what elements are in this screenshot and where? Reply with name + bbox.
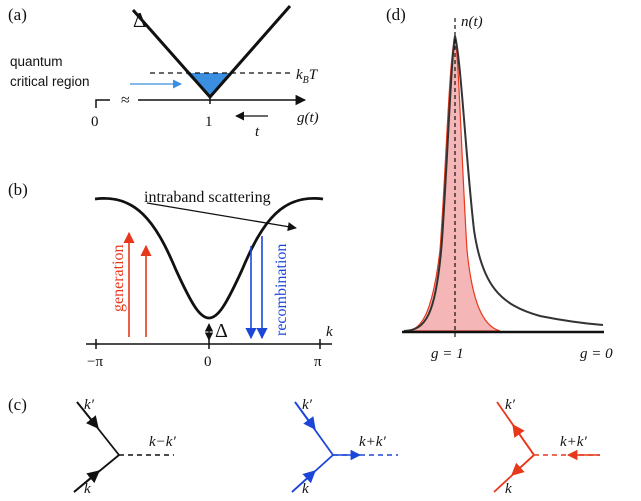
vertex-2-bottom-arrow bbox=[291, 470, 316, 493]
n-t-label: n(t) bbox=[461, 14, 483, 30]
tick-label-zero: 0 bbox=[204, 354, 212, 370]
region-label-line1: quantum bbox=[10, 54, 63, 69]
g-one-label: g = 1 bbox=[431, 346, 464, 362]
vertex-3-top-label: k′ bbox=[505, 397, 516, 413]
tick-label-minus-pi: −π bbox=[87, 354, 103, 370]
quantum-critical-shading bbox=[186, 73, 233, 97]
time-label: t bbox=[255, 124, 260, 140]
panel-d-label: (d) bbox=[386, 5, 406, 24]
gap-delta-label: Δ bbox=[133, 8, 147, 32]
axis-zero-label: 0 bbox=[91, 114, 99, 130]
vertex-2-out-label: k+k′ bbox=[359, 434, 386, 450]
gap-delta-label-b: Δ bbox=[215, 320, 228, 342]
scattering-label: intraband scattering bbox=[144, 189, 271, 206]
recombination-label: recombination bbox=[273, 244, 290, 336]
panel-c: (c) k′ k k−k′ k′ k k+k′ bbox=[8, 395, 600, 497]
panel-b: (b) intraband scattering generation reco… bbox=[8, 180, 333, 370]
vertex-1-top-arrow bbox=[76, 401, 99, 429]
band-curve bbox=[94, 196, 324, 320]
panel-a: (a) ≈ Δ quantum critical region kBT 0 1 … bbox=[8, 5, 319, 140]
g-axis-label: g(t) bbox=[297, 110, 319, 126]
density-curve bbox=[403, 35, 604, 332]
vertex-1-out-label: k−k′ bbox=[149, 434, 176, 450]
tick-label-pi: π bbox=[314, 354, 322, 370]
vertex-recombination: k′ k k+k′ bbox=[291, 397, 398, 497]
region-label-line2: critical region bbox=[10, 74, 90, 89]
panel-a-label: (a) bbox=[8, 5, 27, 24]
shaded-density-peak bbox=[405, 35, 501, 332]
vertex-generation: k′ k k+k′ bbox=[493, 397, 600, 497]
panel-d: (d) n(t) g = 1 g = 0 bbox=[386, 5, 613, 362]
panel-c-label: (c) bbox=[8, 395, 27, 414]
vertex-2-top-label: k′ bbox=[302, 397, 313, 413]
vertex-1-bottom-label: k bbox=[84, 481, 91, 497]
vertex-2-bottom-label: k bbox=[302, 481, 309, 497]
vertex-3-out-label: k+k′ bbox=[560, 434, 587, 450]
vertex-2-top-arrow bbox=[294, 401, 316, 431]
vertex-3-bottom-arrow bbox=[511, 454, 535, 476]
scattering-arrow bbox=[146, 202, 297, 232]
panel-b-label: (b) bbox=[8, 180, 28, 199]
vertex-1-top-label: k′ bbox=[84, 397, 95, 413]
vertex-3-bottom-label: k bbox=[505, 481, 512, 497]
axis-one-label: 1 bbox=[205, 114, 213, 130]
kbt-label: kBT bbox=[296, 67, 319, 86]
generation-label: generation bbox=[110, 244, 127, 312]
axis-start-tick bbox=[95, 99, 110, 108]
axis-break-mark: ≈ bbox=[121, 92, 130, 109]
g-zero-label: g = 0 bbox=[580, 346, 613, 362]
vertex-1-bottom-arrow bbox=[73, 470, 100, 493]
vertex-3-top-arrow bbox=[512, 423, 535, 456]
vertex-scattering: k′ k k−k′ bbox=[73, 397, 176, 497]
k-axis-label: k bbox=[326, 324, 333, 340]
